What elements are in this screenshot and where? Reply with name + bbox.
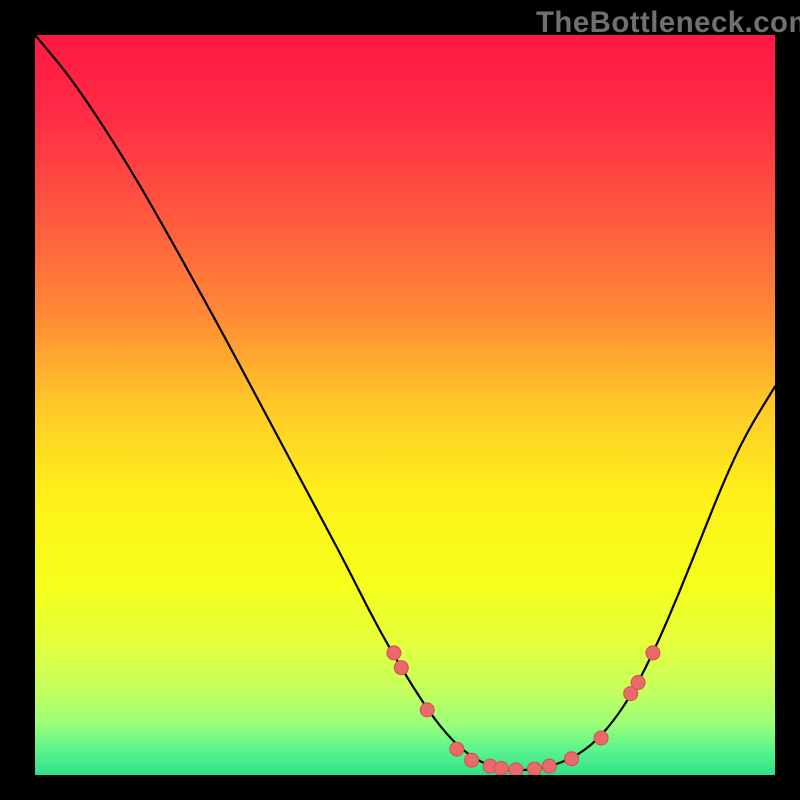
data-marker bbox=[565, 752, 579, 766]
data-marker bbox=[465, 753, 479, 767]
data-marker bbox=[528, 762, 542, 775]
data-marker bbox=[646, 646, 660, 660]
bottleneck-chart bbox=[35, 35, 775, 775]
data-marker bbox=[594, 731, 608, 745]
data-marker bbox=[542, 759, 556, 773]
data-marker bbox=[420, 703, 434, 717]
watermark: TheBottleneck.com bbox=[536, 6, 800, 40]
data-marker bbox=[631, 676, 645, 690]
data-marker bbox=[509, 763, 523, 775]
data-marker bbox=[387, 646, 401, 660]
watermark-text: TheBottleneck.com bbox=[536, 6, 800, 39]
chart-frame bbox=[35, 35, 775, 775]
data-marker bbox=[394, 661, 408, 675]
data-marker bbox=[494, 761, 508, 775]
data-marker bbox=[450, 742, 464, 756]
